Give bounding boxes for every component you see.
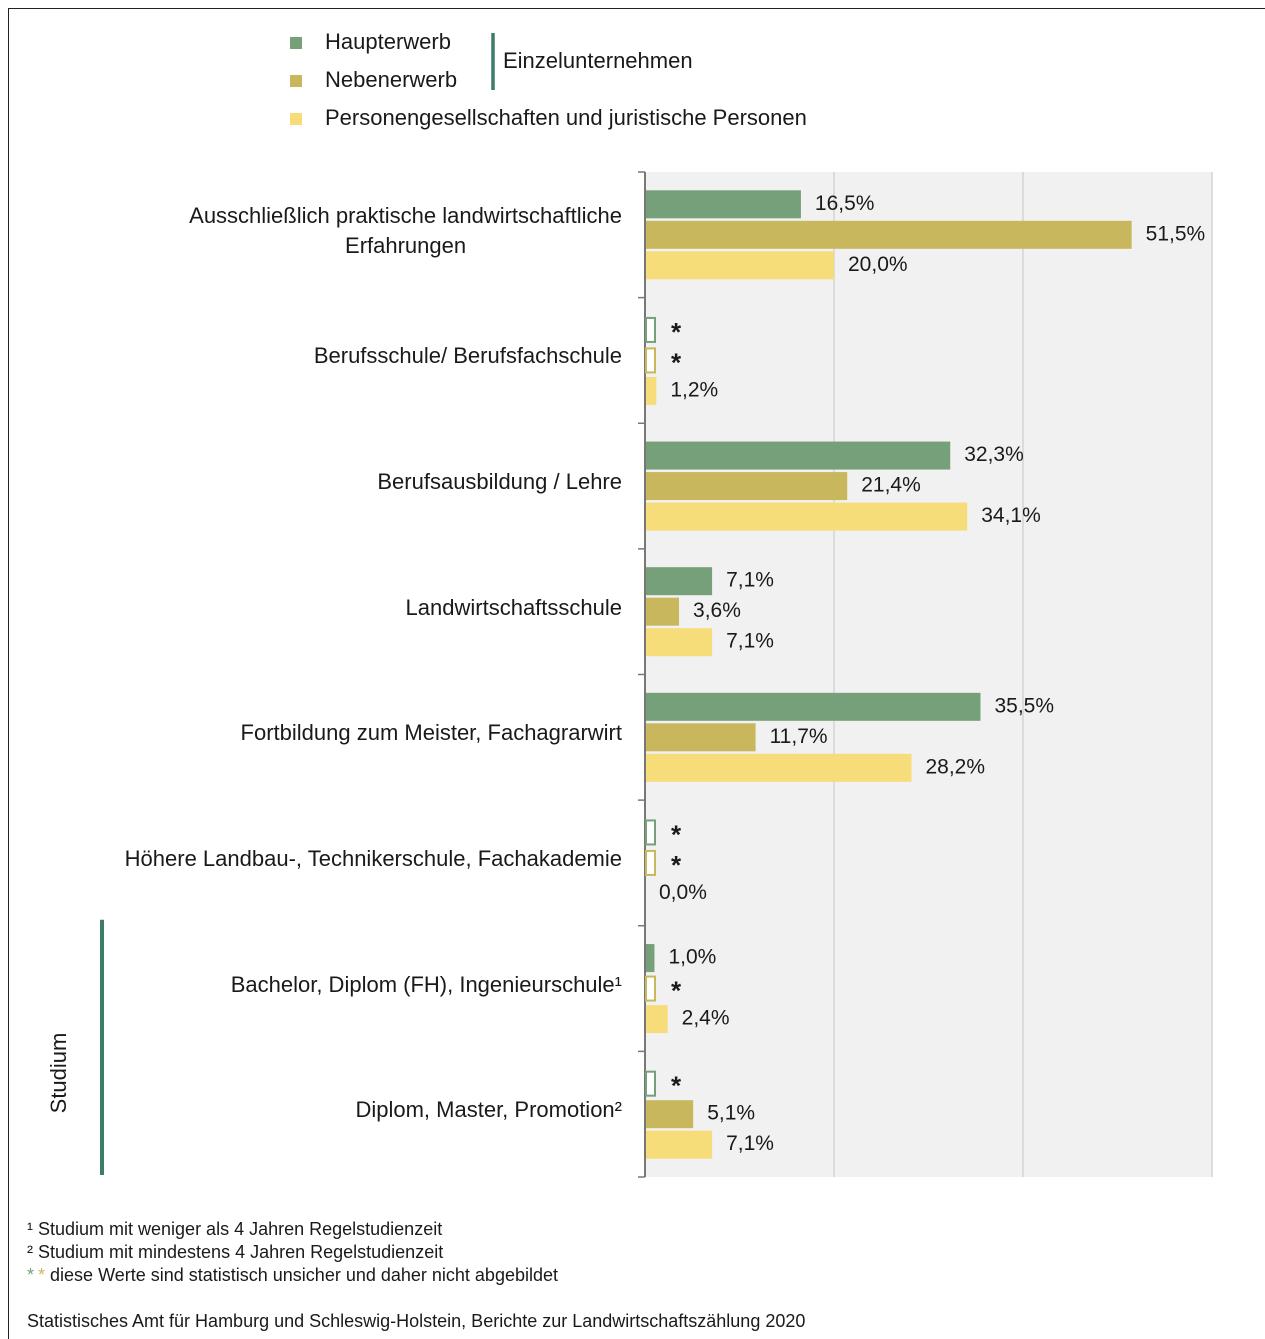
category-text: Bachelor, Diplom (FH), Ingenieurschule¹ <box>230 971 622 997</box>
uncertain-marker: * <box>671 850 682 880</box>
value-label: 16,5% <box>815 192 875 215</box>
bar <box>646 1100 694 1129</box>
legend-swatch <box>290 113 302 125</box>
bar <box>646 441 951 470</box>
uncertain-marker: * <box>671 347 682 377</box>
value-label: 7,1% <box>726 630 774 653</box>
legend-label: Haupterwerb <box>325 29 451 54</box>
value-label: 7,1% <box>726 1132 774 1155</box>
bar <box>646 251 834 280</box>
category-label: Höhere Landbau-, Technikerschule, Fachak… <box>125 844 622 874</box>
bar <box>646 190 801 219</box>
value-label: 34,1% <box>981 504 1041 527</box>
category-label: Bachelor, Diplom (FH), Ingenieurschule¹ <box>231 970 622 1000</box>
category-text: Fortbildung zum Meister, Fachagrarwirt <box>240 720 622 746</box>
bar <box>646 502 968 531</box>
value-label: 5,1% <box>707 1102 755 1125</box>
placeholder-bar <box>645 849 656 876</box>
bar <box>646 723 756 752</box>
category-text: Landwirtschaftsschule <box>405 594 622 620</box>
placeholder-bar <box>645 347 656 374</box>
bar <box>646 944 655 973</box>
placeholder-bar <box>645 819 656 846</box>
value-label: 35,5% <box>994 694 1054 717</box>
category-label: Berufsschule/ Berufsfachschule <box>314 341 622 371</box>
value-label: 32,3% <box>964 443 1024 466</box>
footnote: * * diese Werte sind statistisch unsicher … <box>27 1265 558 1285</box>
placeholder-bar <box>645 975 656 1002</box>
source: Statistisches Amt für Hamburg und Schles… <box>27 1311 805 1331</box>
bar <box>646 1005 668 1034</box>
category-label: Landwirtschaftsschule <box>406 593 622 623</box>
placeholder-bar <box>645 316 656 343</box>
value-label: 28,2% <box>925 755 985 778</box>
legend-label: Personengesellschaften und juristische P… <box>325 105 807 130</box>
uncertain-symbol: * <box>38 1265 45 1285</box>
bar <box>646 220 1132 249</box>
uncertain-symbol: * <box>27 1265 34 1285</box>
value-label: 11,7% <box>770 725 828 748</box>
legend-label: Nebenerwerb <box>325 67 457 92</box>
uncertain-marker: * <box>671 819 682 849</box>
category-text: Diplom, Master, Promotion² <box>355 1097 622 1123</box>
group-label: Studium <box>46 1033 71 1114</box>
bar <box>646 753 912 782</box>
category-text: Ausschließlich praktische landwirtschaft… <box>189 202 622 258</box>
category-text: Berufsausbildung / Lehre <box>377 469 622 495</box>
legend-swatch <box>290 37 302 49</box>
value-label: 51,5% <box>1146 222 1206 245</box>
bar <box>646 567 713 596</box>
bar <box>646 376 657 405</box>
frame <box>8 8 1265 1339</box>
value-label: 20,0% <box>848 253 908 276</box>
category-label: Ausschließlich praktische landwirtschaft… <box>189 201 622 261</box>
placeholder-bar <box>645 1070 656 1097</box>
value-label: 1,0% <box>668 946 716 969</box>
uncertain-marker: * <box>671 1071 682 1101</box>
value-label: 1,2% <box>670 378 718 401</box>
category-label: Berufsausbildung / Lehre <box>377 467 622 497</box>
category-text: Berufsschule/ Berufsfachschule <box>313 343 622 369</box>
bar <box>646 628 713 657</box>
category-label: Diplom, Master, Promotion² <box>355 1095 622 1125</box>
plot-area <box>645 172 1212 1177</box>
category-label: Fortbildung zum Meister, Fachagrarwirt <box>241 718 622 748</box>
uncertain-marker: * <box>671 317 682 347</box>
footnote-text: diese Werte sind statistisch unsicher un… <box>50 1265 558 1285</box>
legend-group-label: Einzelunternehmen <box>503 48 693 73</box>
value-label: 0,0% <box>659 881 707 904</box>
uncertain-marker: * <box>671 975 682 1005</box>
legend-swatch <box>290 75 302 87</box>
value-label: 21,4% <box>861 474 921 497</box>
value-label: 7,1% <box>726 569 774 592</box>
value-label: 2,4% <box>682 1007 730 1030</box>
footnote: ² Studium mit mindestens 4 Jahren Regels… <box>27 1242 443 1262</box>
bar <box>646 692 981 721</box>
category-text: Höhere Landbau-, Technikerschule, Fachak… <box>124 845 622 871</box>
bar <box>646 597 680 626</box>
bar <box>646 472 848 501</box>
value-label: 3,6% <box>693 599 741 622</box>
bar <box>646 1130 713 1159</box>
footnote: ¹ Studium mit weniger als 4 Jahren Regel… <box>27 1219 442 1239</box>
